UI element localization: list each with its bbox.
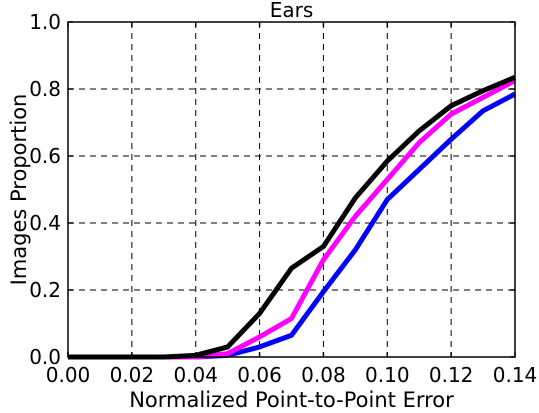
series-line-2 (68, 78, 517, 360)
chart-title: Ears (270, 0, 314, 22)
x-tick-label: 0.04 (173, 363, 218, 387)
plot-frame (67, 21, 516, 358)
y-tick-label: 1.0 (29, 10, 61, 34)
y-tick-label: 0.0 (29, 345, 61, 369)
x-tick-label: 0.12 (429, 363, 474, 387)
x-tick-label: 0.00 (46, 363, 91, 387)
x-tick-label: 0.08 (301, 363, 346, 387)
y-tick-label: 0.6 (29, 144, 61, 168)
axis-ticks (67, 21, 516, 358)
y-tick-label: 0.8 (29, 77, 61, 101)
y-tick-label: 0.2 (29, 278, 61, 302)
grid (68, 22, 515, 357)
y-tick-label: 0.4 (29, 211, 61, 235)
x-tick-label: 0.10 (365, 363, 410, 387)
series-lines (68, 74, 517, 360)
x-tick-label: 0.14 (493, 363, 538, 387)
x-tick-label: 0.02 (110, 363, 155, 387)
y-axis-label: Images Proportion (7, 94, 31, 286)
tick-labels: 0.00 0.02 0.04 0.06 0.08 0.10 0.12 0.14 0.0 0.2 0.… (29, 10, 537, 387)
x-axis-label: Normalized Point-to-Point Error (129, 388, 454, 412)
x-tick-label: 0.06 (237, 363, 282, 387)
